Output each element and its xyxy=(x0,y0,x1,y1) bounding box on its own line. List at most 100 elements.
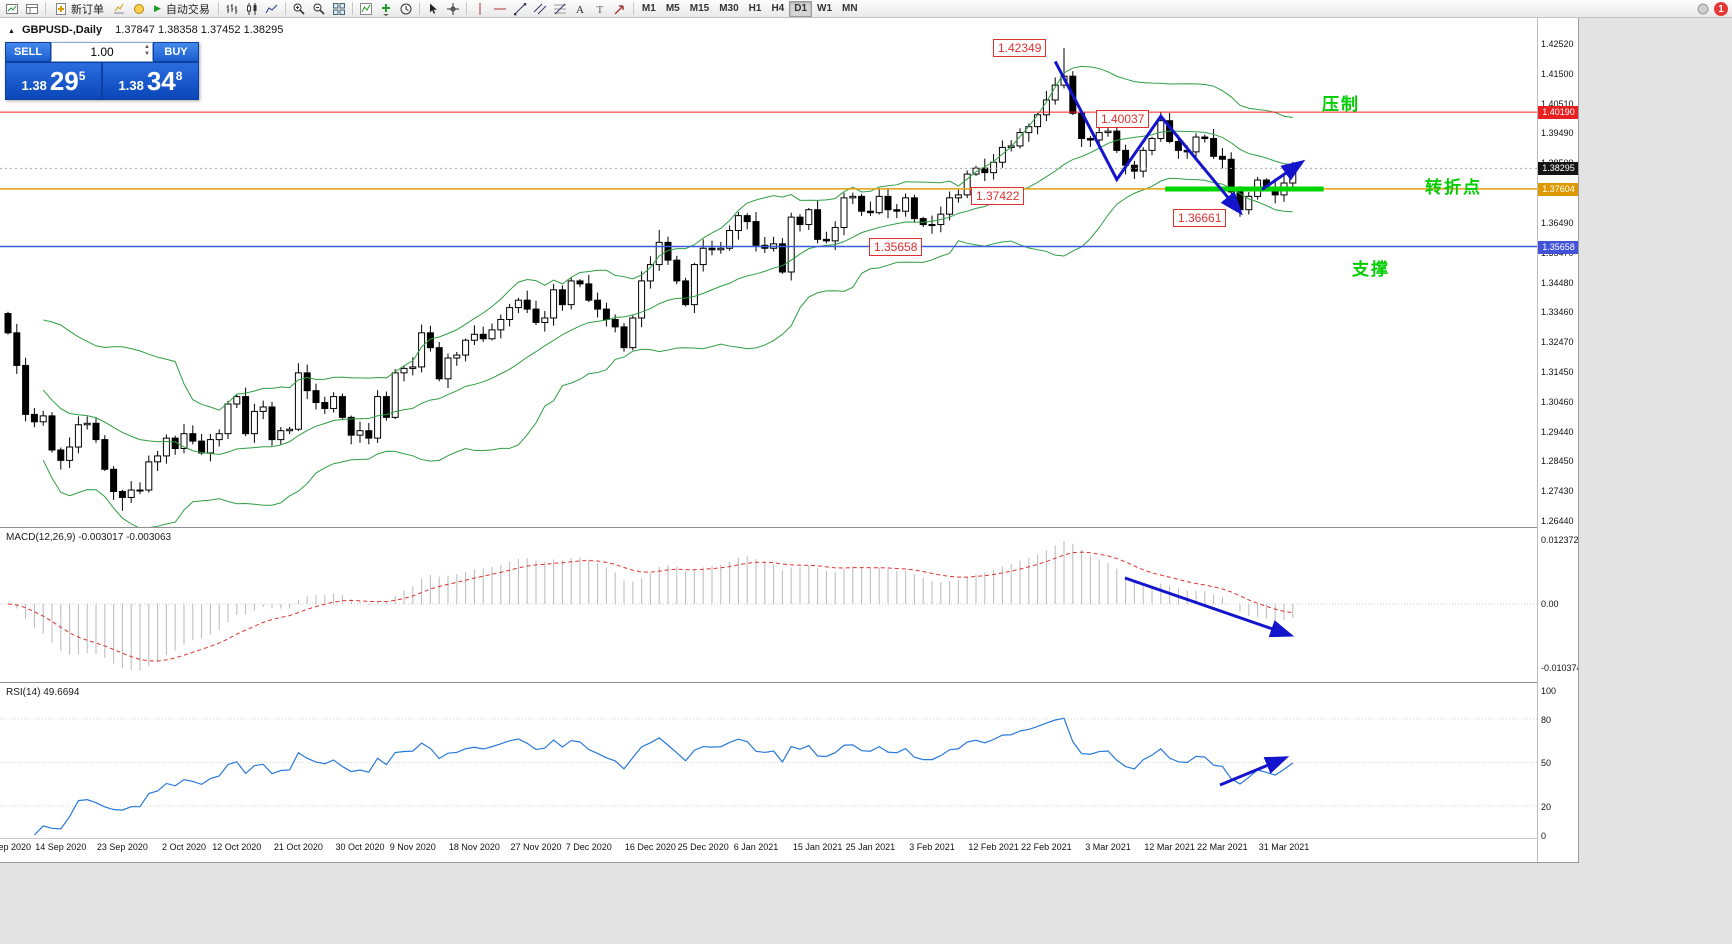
macd-histogram xyxy=(0,541,1537,671)
sell-price-button[interactable]: 1.38 29 5 xyxy=(5,62,102,100)
axis-label: 80 xyxy=(1541,715,1552,725)
notification-badge[interactable]: 1 xyxy=(1714,2,1728,16)
svg-text:A: A xyxy=(576,4,584,16)
text-icon: A xyxy=(576,4,584,16)
axis-label: 1.34480 xyxy=(1541,277,1574,288)
price-chart[interactable] xyxy=(0,18,1578,527)
spinner-up-icon[interactable]: ▲ xyxy=(144,44,150,50)
add-indicator-button[interactable] xyxy=(376,1,396,17)
indicators-list-icon xyxy=(359,2,372,15)
new-order-button[interactable]: 新订单 xyxy=(49,1,109,17)
price-axis[interactable]: 1.40190 1.38295 1.37604 1.35658 1.42520 1… xyxy=(1537,18,1579,862)
candles[interactable] xyxy=(4,48,1297,511)
toolbar-separator xyxy=(418,2,420,15)
toolbar-separator xyxy=(284,2,286,15)
zoom-out-button[interactable] xyxy=(309,1,329,17)
macd-chart[interactable] xyxy=(0,527,1578,682)
sell-button[interactable]: SELL xyxy=(5,42,51,62)
date-label: 25 Jan 2021 xyxy=(845,842,896,852)
price-callout-peak[interactable]: 1.42349 xyxy=(993,39,1047,57)
trend-arrows[interactable] xyxy=(1053,60,1324,216)
rsi-level-lines xyxy=(0,718,1537,807)
date-label: 30 Oct 2020 xyxy=(335,842,385,852)
cycles-button[interactable] xyxy=(396,1,416,17)
timeframe-m15-button[interactable]: M15 xyxy=(685,1,714,17)
trendline-button[interactable] xyxy=(510,1,530,17)
date-label: 9 Nov 2020 xyxy=(389,842,436,852)
new-chart-button[interactable] xyxy=(2,1,22,17)
shapes-button[interactable] xyxy=(610,1,630,17)
bar-chart-icon xyxy=(226,3,238,14)
profiles-button[interactable] xyxy=(22,1,42,17)
candlestick-chart-button[interactable] xyxy=(242,1,262,17)
navigator-button[interactable] xyxy=(129,1,149,17)
timeframe-m5-button[interactable]: M5 xyxy=(661,1,685,17)
date-label: 3 Feb 2021 xyxy=(909,842,955,852)
status-icon[interactable] xyxy=(1696,2,1710,16)
resistance-price-tag: 1.40190 xyxy=(1538,106,1578,119)
timeframe-h1-button[interactable]: H1 xyxy=(744,1,767,17)
toolbar-separator xyxy=(632,2,634,15)
timeframe-m1-button[interactable]: M1 xyxy=(637,1,661,17)
autotrade-button[interactable]: ▶ 自动交易 xyxy=(149,1,215,17)
volume-value: 1.00 xyxy=(90,45,114,59)
date-label: 22 Feb 2021 xyxy=(1021,842,1072,852)
macd-panel-separator[interactable] xyxy=(0,527,1578,528)
horizontal-line-icon xyxy=(493,8,506,9)
axis-label: 1.41500 xyxy=(1541,68,1574,79)
axis-label: 1.27430 xyxy=(1541,486,1574,497)
macd-trend-arrow[interactable] xyxy=(1124,576,1295,638)
buy-price-button[interactable]: 1.38 34 8 xyxy=(102,62,199,100)
chart-window[interactable]: ▲ GBPUSD-,Daily 1.37847 1.38358 1.37452 … xyxy=(0,18,1579,863)
rsi-trend-arrow[interactable] xyxy=(1219,756,1290,787)
tile-windows-button[interactable] xyxy=(329,1,349,17)
timeframe-d1-button[interactable]: D1 xyxy=(789,0,813,17)
timeframe-mn-button[interactable]: MN xyxy=(837,1,863,17)
axis-label: 1.33460 xyxy=(1541,307,1574,318)
zoom-in-button[interactable] xyxy=(289,1,309,17)
rsi-chart[interactable] xyxy=(0,682,1578,840)
text-button[interactable]: A xyxy=(570,1,590,17)
chart-ohlc: 1.37847 1.38358 1.37452 1.38295 xyxy=(115,24,284,36)
chart-title: GBPUSD-,Daily xyxy=(22,24,103,36)
volume-spinner[interactable]: ▲ ▼ xyxy=(144,44,150,58)
bar-chart-button[interactable] xyxy=(222,1,242,17)
horizontal-line-button[interactable] xyxy=(490,1,510,17)
horizontal-level-lines[interactable] xyxy=(0,111,1537,248)
axis-label: 0.012372 xyxy=(1541,535,1579,545)
buy-button[interactable]: BUY xyxy=(153,42,199,62)
fibonacci-button[interactable] xyxy=(550,1,570,17)
label-button[interactable]: T xyxy=(590,1,610,17)
date-label: 4 Sep 2020 xyxy=(0,842,32,852)
toolbar-separator xyxy=(45,2,46,15)
axis-label: 1.31450 xyxy=(1541,366,1574,377)
channel-button[interactable] xyxy=(530,1,550,17)
rsi-panel-separator[interactable] xyxy=(0,682,1578,683)
date-label: 31 Mar 2021 xyxy=(1258,842,1310,852)
buy-price-big: 34 xyxy=(146,65,176,96)
axis-label: -0.010374 xyxy=(1541,663,1579,673)
turning-point-annotation: 转折点 xyxy=(1425,178,1482,197)
cursor-button[interactable] xyxy=(423,1,443,17)
timeframe-w1-button[interactable]: W1 xyxy=(812,1,837,17)
vertical-line-button[interactable] xyxy=(470,1,490,17)
timeframe-m30-button[interactable]: M30 xyxy=(714,1,743,17)
indicators-list-button[interactable] xyxy=(356,1,376,17)
price-callout-low[interactable]: 1.36661 xyxy=(1173,209,1227,227)
buy-price-sup: 8 xyxy=(175,69,183,83)
date-label: 12 Oct 2020 xyxy=(212,842,262,852)
indicators-dialog-button[interactable] xyxy=(109,1,129,17)
line-chart-button[interactable] xyxy=(262,1,282,17)
axis-label: 1.42520 xyxy=(1541,39,1574,49)
timeframe-h4-button[interactable]: H4 xyxy=(766,1,789,17)
price-callout-support[interactable]: 1.35658 xyxy=(869,238,923,256)
date-label: 22 Mar 2021 xyxy=(1197,842,1248,852)
volume-input[interactable]: 1.00 ▲ ▼ xyxy=(51,42,153,62)
price-callout-pivot[interactable]: 1.37422 xyxy=(971,187,1025,205)
spinner-down-icon[interactable]: ▼ xyxy=(144,51,150,57)
date-label: 12 Mar 2021 xyxy=(1144,842,1195,852)
crosshair-button[interactable] xyxy=(443,1,463,17)
play-icon: ▶ xyxy=(154,3,161,13)
price-callout-lower-high[interactable]: 1.40037 xyxy=(1096,110,1150,128)
